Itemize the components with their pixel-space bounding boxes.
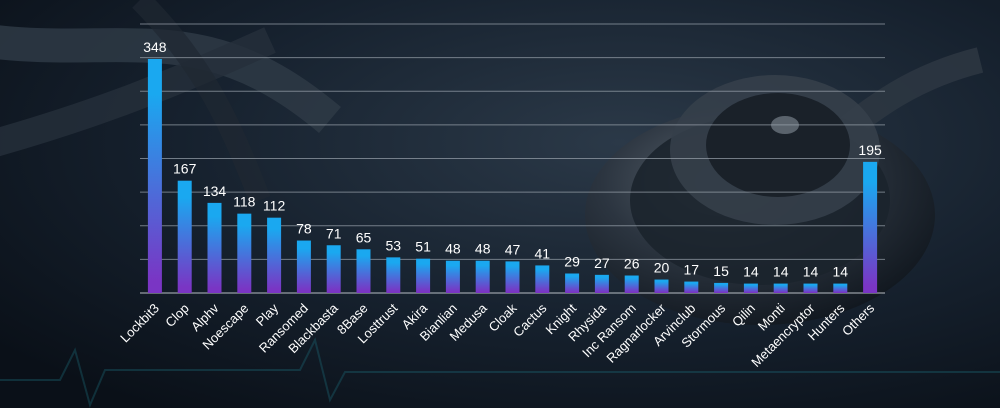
bar	[594, 274, 609, 293]
bar	[803, 283, 818, 293]
gridlines	[140, 23, 885, 260]
value-label: 53	[386, 237, 402, 253]
x-tick-label: Lockbit3	[117, 301, 162, 346]
value-label: 134	[203, 183, 227, 199]
bar	[386, 257, 401, 293]
bar	[773, 283, 788, 293]
bar	[267, 217, 282, 293]
value-label: 48	[445, 241, 461, 257]
value-label: 27	[594, 255, 610, 271]
bar	[654, 279, 669, 293]
bar	[147, 58, 162, 293]
value-label: 118	[233, 194, 256, 210]
value-label: 41	[535, 245, 551, 261]
x-tick-label: Others	[839, 300, 878, 339]
bar	[237, 213, 252, 293]
bar	[177, 180, 192, 293]
bar	[505, 261, 520, 293]
value-label: 47	[505, 241, 521, 257]
bars	[147, 58, 878, 293]
value-label: 195	[858, 142, 882, 158]
bar	[714, 282, 729, 293]
bar	[326, 245, 341, 293]
bar	[296, 240, 311, 293]
value-label: 14	[773, 264, 789, 280]
bar	[207, 202, 222, 293]
value-label: 65	[356, 229, 372, 245]
x-tick-label: Qilin	[729, 301, 758, 330]
bar	[356, 249, 371, 293]
value-labels: 348 167 134 118 112 78 71 65 53 51 48 48 47 41 29 27 26 2…	[143, 39, 882, 280]
x-tick-label: Cactus	[510, 300, 550, 340]
value-label: 48	[475, 241, 491, 257]
bar	[416, 258, 431, 293]
bar	[445, 260, 460, 293]
value-label: 167	[173, 161, 197, 177]
value-label: 348	[143, 39, 167, 55]
value-label: 26	[624, 256, 640, 272]
bar	[863, 161, 878, 293]
x-tick-label: Clop	[162, 301, 192, 331]
bar	[624, 275, 639, 293]
bar	[684, 281, 699, 293]
value-label: 78	[296, 221, 312, 237]
value-label: 29	[564, 253, 580, 269]
value-label: 20	[654, 260, 670, 276]
value-label: 17	[684, 262, 700, 278]
value-label: 15	[713, 263, 729, 279]
bar	[535, 265, 550, 293]
bar	[565, 273, 580, 293]
bar	[743, 283, 758, 293]
value-label: 14	[803, 264, 819, 280]
value-label: 14	[833, 264, 849, 280]
value-label: 71	[326, 225, 342, 241]
value-label: 14	[743, 264, 759, 280]
bar	[833, 283, 848, 293]
value-label: 51	[415, 239, 431, 255]
bar	[475, 260, 490, 293]
value-label: 112	[263, 198, 286, 214]
